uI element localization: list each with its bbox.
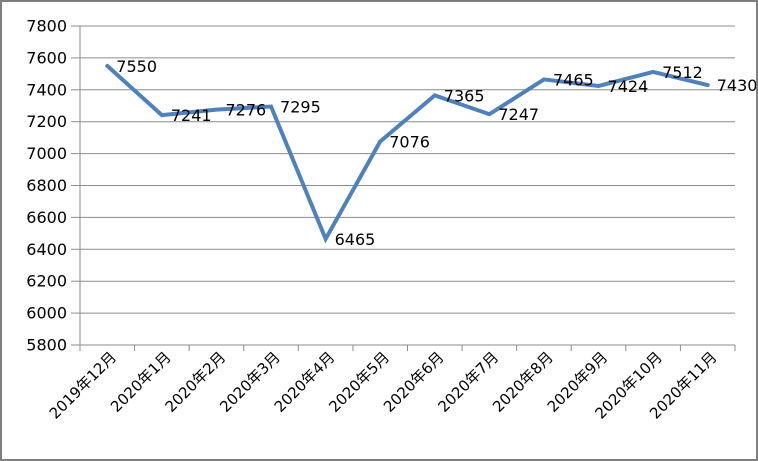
data-label: 7241	[171, 106, 212, 125]
y-tick-label: 5800	[26, 336, 67, 355]
y-tick-label: 6000	[26, 304, 67, 323]
x-tick-label: 2019年12月	[46, 348, 120, 422]
y-tick-label: 7600	[26, 48, 67, 67]
data-label: 7424	[608, 77, 649, 96]
data-label: 7465	[553, 70, 594, 89]
data-label: 7430	[717, 76, 758, 95]
data-label: 7076	[389, 132, 430, 151]
y-tick-label: 7400	[26, 80, 67, 99]
y-tick-label: 7000	[26, 144, 67, 163]
y-tick-label: 6400	[26, 240, 67, 259]
y-tick-label: 6200	[26, 272, 67, 291]
data-label: 7247	[498, 105, 539, 124]
data-label: 6465	[335, 230, 376, 249]
data-label: 7276	[225, 101, 266, 120]
y-tick-label: 6800	[26, 176, 67, 195]
y-tick-label: 7800	[26, 17, 67, 36]
data-label: 7365	[444, 86, 485, 105]
y-tick-label: 7200	[26, 112, 67, 131]
data-label: 7512	[662, 63, 703, 82]
data-label: 7295	[280, 98, 321, 117]
series-line	[105, 63, 710, 244]
y-tick-label: 6600	[26, 208, 67, 227]
data-label: 7550	[116, 57, 157, 76]
